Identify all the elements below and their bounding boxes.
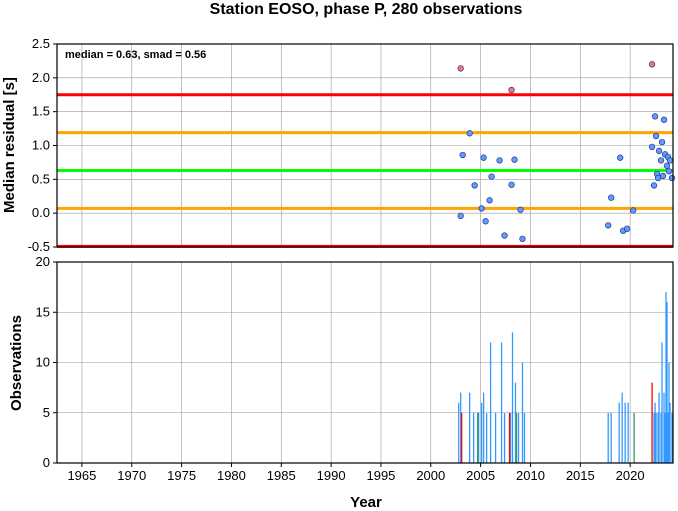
data-point [486, 197, 493, 204]
y-tick-label: 0.5 [32, 171, 50, 186]
y-tick-label: 0.0 [32, 205, 50, 220]
x-tick-label: 1975 [167, 468, 196, 483]
y-tick-label: 1.5 [32, 104, 50, 119]
y-tick-label: 15 [36, 304, 50, 319]
data-point [660, 116, 668, 123]
y-tick-label: 2.0 [32, 70, 50, 85]
observations-panel: 0 5 10 15 20 1965 1970 1975 1980 1985 1990 1995 200… [8, 254, 674, 511]
data-point [457, 65, 464, 72]
x-tick-label: 2010 [516, 468, 545, 483]
data-point [480, 154, 487, 161]
data-point [652, 132, 660, 140]
data-point [659, 172, 667, 180]
residual-y-axis-label: Median residual [s] [1, 77, 18, 213]
observations-y-axis-label: Observations [8, 315, 25, 411]
reference-lines [57, 93, 673, 248]
data-point [666, 157, 674, 164]
x-tick-label: 1970 [117, 468, 146, 483]
y-tick-label: 5 [43, 405, 50, 420]
data-point [501, 232, 508, 239]
observations-y-ticks: 0 5 10 15 20 [36, 254, 57, 470]
chart-title: Station EOSO, phase P, 280 observations [210, 1, 523, 18]
data-point [629, 207, 637, 214]
data-point [651, 113, 659, 120]
data-point [655, 147, 663, 155]
x-tick-label: 2005 [466, 468, 495, 483]
data-point [496, 157, 503, 164]
residual-panel: median = 0.63, smad = 0.56 -0.5 0.0 0.5 1.0… [1, 36, 676, 254]
y-tick-label: 1.0 [32, 138, 50, 153]
data-point [519, 235, 526, 243]
statistics-annotation: median = 0.63, smad = 0.56 [65, 49, 206, 61]
x-tick-label: 1990 [317, 468, 346, 483]
x-tick-label: 2015 [566, 468, 595, 483]
y-tick-label: 0 [43, 455, 50, 470]
x-axis-label: Year [350, 494, 382, 511]
observation-bars [458, 292, 673, 463]
data-point [623, 225, 631, 232]
data-point [668, 174, 676, 182]
data-point [482, 218, 489, 225]
year-x-ticks: 1965 1970 1975 1980 1985 1990 1995 2000 2005 2010… [67, 463, 645, 483]
data-point [650, 182, 658, 189]
data-point [608, 194, 615, 201]
data-point [508, 86, 515, 94]
data-point [648, 61, 656, 68]
data-point [511, 156, 518, 163]
y-tick-label: 20 [36, 254, 50, 269]
data-point [657, 157, 665, 164]
data-point [488, 173, 495, 180]
data-point [517, 206, 524, 213]
y-tick-label: 10 [36, 355, 50, 370]
data-point [663, 162, 671, 169]
data-point [658, 138, 666, 146]
data-point [471, 182, 478, 189]
x-tick-label: 1985 [267, 468, 296, 483]
data-point [508, 181, 515, 188]
data-point [648, 143, 656, 151]
data-point [665, 168, 673, 175]
x-tick-label: 1995 [366, 468, 395, 483]
data-point [457, 212, 464, 220]
data-point [466, 130, 473, 137]
y-tick-label: -0.5 [28, 239, 50, 254]
data-point [478, 205, 485, 212]
data-point [617, 154, 624, 161]
residual-y-ticks: -0.5 0.0 0.5 1.0 1.5 2.0 2.5 [28, 36, 57, 254]
data-point [459, 151, 466, 159]
x-tick-label: 2000 [416, 468, 445, 483]
residual-points [457, 61, 676, 243]
x-tick-label: 2020 [616, 468, 645, 483]
y-tick-label: 2.5 [32, 36, 50, 51]
x-tick-label: 1965 [67, 468, 96, 483]
x-tick-label: 1980 [217, 468, 246, 483]
data-point [605, 222, 612, 229]
